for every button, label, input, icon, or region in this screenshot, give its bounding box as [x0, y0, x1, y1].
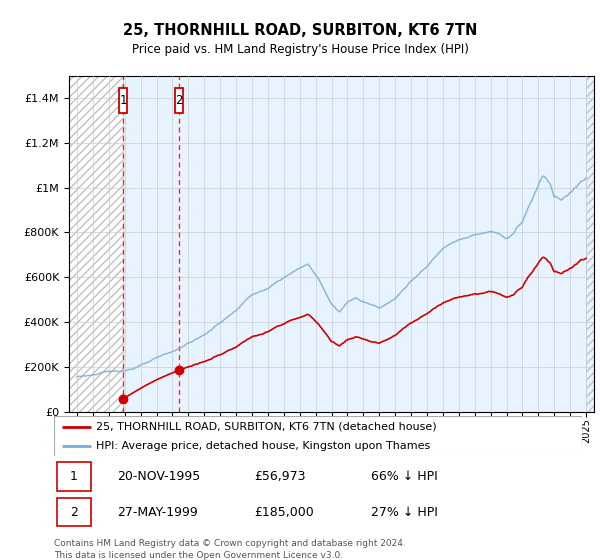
Text: 2: 2 [175, 94, 182, 107]
Text: HPI: Average price, detached house, Kingston upon Thames: HPI: Average price, detached house, King… [96, 441, 430, 450]
Text: Price paid vs. HM Land Registry's House Price Index (HPI): Price paid vs. HM Land Registry's House … [131, 43, 469, 56]
FancyBboxPatch shape [56, 462, 91, 491]
Bar [69, 76, 123, 412]
Bar [123, 76, 179, 412]
Text: 1: 1 [119, 94, 127, 107]
Bar [179, 76, 594, 412]
Text: 2: 2 [70, 506, 78, 519]
Bar [586, 76, 594, 412]
Text: 27-MAY-1999: 27-MAY-1999 [118, 506, 198, 519]
Text: 66% ↓ HPI: 66% ↓ HPI [371, 470, 437, 483]
FancyBboxPatch shape [56, 498, 91, 526]
Bar [69, 76, 123, 412]
Text: 27% ↓ HPI: 27% ↓ HPI [371, 506, 437, 519]
Text: £185,000: £185,000 [254, 506, 314, 519]
Text: 25, THORNHILL ROAD, SURBITON, KT6 7TN (detached house): 25, THORNHILL ROAD, SURBITON, KT6 7TN (d… [96, 422, 437, 432]
Text: £56,973: £56,973 [254, 470, 306, 483]
FancyBboxPatch shape [175, 88, 184, 113]
Text: Contains HM Land Registry data © Crown copyright and database right 2024.
This d: Contains HM Land Registry data © Crown c… [54, 539, 406, 559]
Text: 20-NOV-1995: 20-NOV-1995 [118, 470, 200, 483]
Text: 1: 1 [70, 470, 78, 483]
FancyBboxPatch shape [119, 88, 127, 113]
Text: 25, THORNHILL ROAD, SURBITON, KT6 7TN: 25, THORNHILL ROAD, SURBITON, KT6 7TN [123, 24, 477, 38]
